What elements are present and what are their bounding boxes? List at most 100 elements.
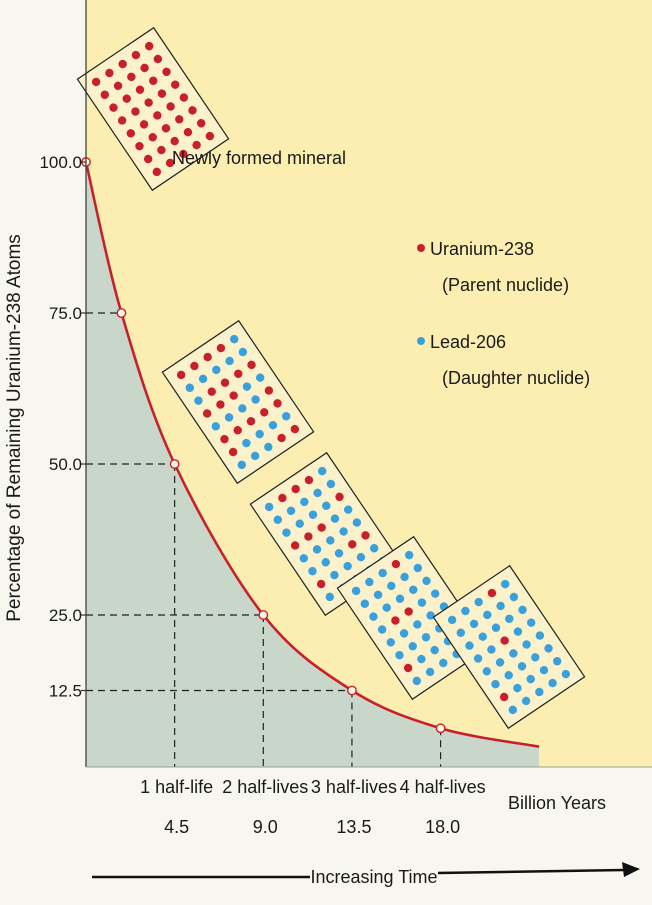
y-tick-label: 75.0 <box>49 304 82 323</box>
lead-atom <box>250 451 260 461</box>
lead-atom <box>242 382 252 391</box>
y-tick-label: 25.0 <box>49 606 82 625</box>
lead-atom <box>264 442 273 452</box>
lead-atom <box>212 365 221 375</box>
lead-atom <box>491 679 500 689</box>
lead-atom <box>500 579 510 589</box>
lead-atom <box>408 642 417 651</box>
lead-atom <box>326 479 336 489</box>
uranium-atom <box>290 424 300 434</box>
lead-atom <box>343 561 352 571</box>
uranium-atom <box>316 579 326 589</box>
uranium-atom <box>304 532 313 541</box>
time-arrowhead <box>622 862 640 877</box>
lead-atom <box>360 599 370 608</box>
lead-atom <box>322 501 331 510</box>
lead-atom <box>321 558 330 567</box>
uranium-atom <box>207 387 216 396</box>
lead-atom <box>417 654 426 664</box>
uranium-atom <box>131 107 140 116</box>
crystal-outline <box>161 319 315 485</box>
lead-atom <box>356 552 366 562</box>
lead-atom <box>430 645 439 655</box>
uranium-atom <box>105 68 114 78</box>
legend: Uranium-238 (Parent nuclide) Lead-206 (D… <box>417 239 590 388</box>
uranium-atom <box>203 352 212 362</box>
lead-atom <box>395 594 405 603</box>
lead-atom <box>373 590 383 600</box>
uranium-atom <box>304 475 314 485</box>
lead-atom <box>377 625 387 634</box>
lead-atom <box>339 527 348 536</box>
lead-atom <box>417 598 427 607</box>
uranium-atom <box>139 120 149 129</box>
crystal-outline <box>76 26 230 192</box>
lead-atom <box>330 570 339 580</box>
lead-atom <box>548 678 557 688</box>
lead-atom <box>369 612 378 621</box>
lead-atom <box>513 683 522 693</box>
uranium-atom <box>148 133 157 142</box>
lead-atom <box>426 611 435 620</box>
uranium-atom <box>109 103 118 112</box>
lead-atom <box>478 632 487 641</box>
uranium-atom <box>273 399 282 408</box>
uranium-atom <box>131 50 141 60</box>
uranium-atom <box>391 616 400 625</box>
lead-atom <box>409 585 418 594</box>
uranium-atom <box>179 93 189 102</box>
lead-atom <box>531 653 540 662</box>
lead-atom <box>251 395 260 404</box>
lead-atom <box>308 566 317 576</box>
lead-atom <box>325 592 335 602</box>
uranium-atom <box>157 89 167 98</box>
lead-atom <box>474 597 483 607</box>
lead-atom <box>483 610 492 620</box>
uranium-atom <box>348 540 357 549</box>
lead-atom <box>330 514 340 523</box>
uranium-atom <box>153 111 162 120</box>
uranium-atom <box>291 484 300 494</box>
lead-atom <box>343 505 353 514</box>
curve-point <box>435 723 446 734</box>
lead-atom <box>312 545 322 554</box>
curve-point <box>169 459 180 469</box>
lead-atom <box>473 654 483 663</box>
legend-marker-uranium <box>417 244 425 252</box>
uranium-atom <box>277 433 286 443</box>
lead-atom <box>317 466 327 476</box>
legend-label-lead: Lead-206 <box>430 332 506 352</box>
uranium-atom <box>122 94 131 103</box>
legend-sublabel-lead: (Daughter nuclide) <box>442 368 590 388</box>
x-tick-label: 3 half-lives <box>311 777 397 797</box>
uranium-atom <box>170 80 180 89</box>
crystal <box>161 319 315 485</box>
uranium-atom <box>290 541 300 550</box>
lead-atom <box>185 383 195 392</box>
lead-atom <box>194 396 203 405</box>
uranium-atom <box>404 607 413 616</box>
uranium-atom <box>278 493 287 503</box>
lead-atom <box>395 650 404 660</box>
lead-atom <box>412 676 422 686</box>
y-tick-label: 50.0 <box>49 455 82 474</box>
y-tick-label: 12.5 <box>49 682 82 701</box>
x-tick-label: 4 half-lives <box>400 777 486 797</box>
uranium-atom <box>403 663 413 673</box>
lead-atom <box>378 568 387 578</box>
lead-atom <box>352 518 362 527</box>
uranium-atom <box>170 136 179 146</box>
uranium-atom <box>335 492 344 502</box>
uranium-atom <box>144 41 154 51</box>
lead-atom <box>505 614 514 623</box>
axes: 100.0 75.0 50.0 25.0 12.5 1 half-life 4.5 2 hal… <box>39 0 652 837</box>
uranium-atom <box>179 149 188 159</box>
curve-point <box>347 685 357 696</box>
legend-entry-uranium: Uranium-238 (Parent nuclide) <box>417 239 569 295</box>
lead-atom <box>518 605 527 615</box>
crystal-illustrations <box>76 26 586 730</box>
time-arrow-right <box>437 868 625 875</box>
lead-atom <box>387 581 396 591</box>
